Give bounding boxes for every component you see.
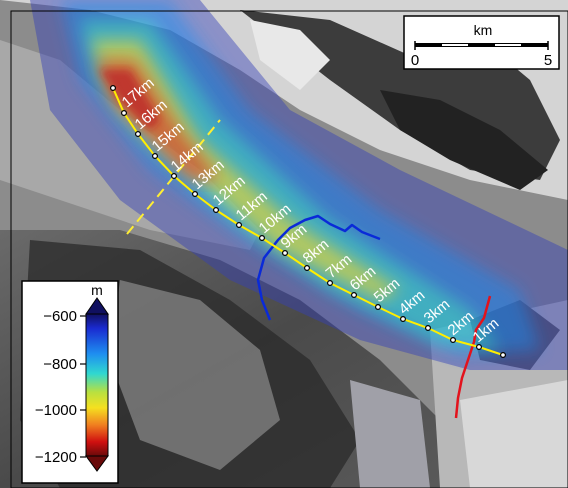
bed-elevation-overlay [30, 0, 568, 370]
marker-14km [171, 173, 178, 180]
colorbar-legend: m −600 −800 −1000 −1200 [21, 280, 119, 484]
marker-4km [400, 316, 407, 323]
marker-17km [120, 109, 127, 116]
scale-bar-unit: km [474, 22, 493, 38]
colorbar-tick-600: −600 [43, 308, 77, 325]
marker-9km [282, 250, 289, 257]
marker-2km [450, 337, 457, 344]
blue-front-line [256, 214, 381, 321]
marker-11km [236, 222, 243, 229]
marker-5km [375, 304, 382, 311]
marker-15km [152, 153, 159, 160]
marker-18km [109, 84, 116, 91]
scale-bar: km 0 5 [403, 15, 560, 70]
marker-7km [327, 280, 334, 287]
marker-0km [500, 352, 507, 359]
profile-markers [109, 84, 507, 359]
colorbar-ticks [80, 315, 86, 458]
map-frame-border [10, 10, 568, 488]
marker-13km [192, 191, 199, 198]
colorbar-top-arrow [85, 297, 109, 315]
colorbar-tick-1000: −1000 [35, 402, 77, 419]
marker-8km [304, 265, 311, 272]
marker-1km [476, 344, 483, 351]
colorbar-bottom-arrow [85, 455, 109, 472]
colorbar-tick-1200: −1200 [35, 449, 77, 466]
marker-3km [425, 325, 432, 332]
scale-bar-end: 5 [544, 52, 552, 69]
marker-16km [135, 131, 142, 138]
red-front-line [454, 295, 492, 419]
colorbar-unit: m [91, 282, 103, 298]
marker-6km [351, 292, 358, 299]
marker-10km [259, 235, 266, 242]
colorbar-tick-800: −800 [43, 356, 77, 373]
scale-bar-start: 0 [411, 52, 419, 69]
marker-12km [213, 207, 220, 214]
colorbar-gradient [85, 313, 109, 457]
